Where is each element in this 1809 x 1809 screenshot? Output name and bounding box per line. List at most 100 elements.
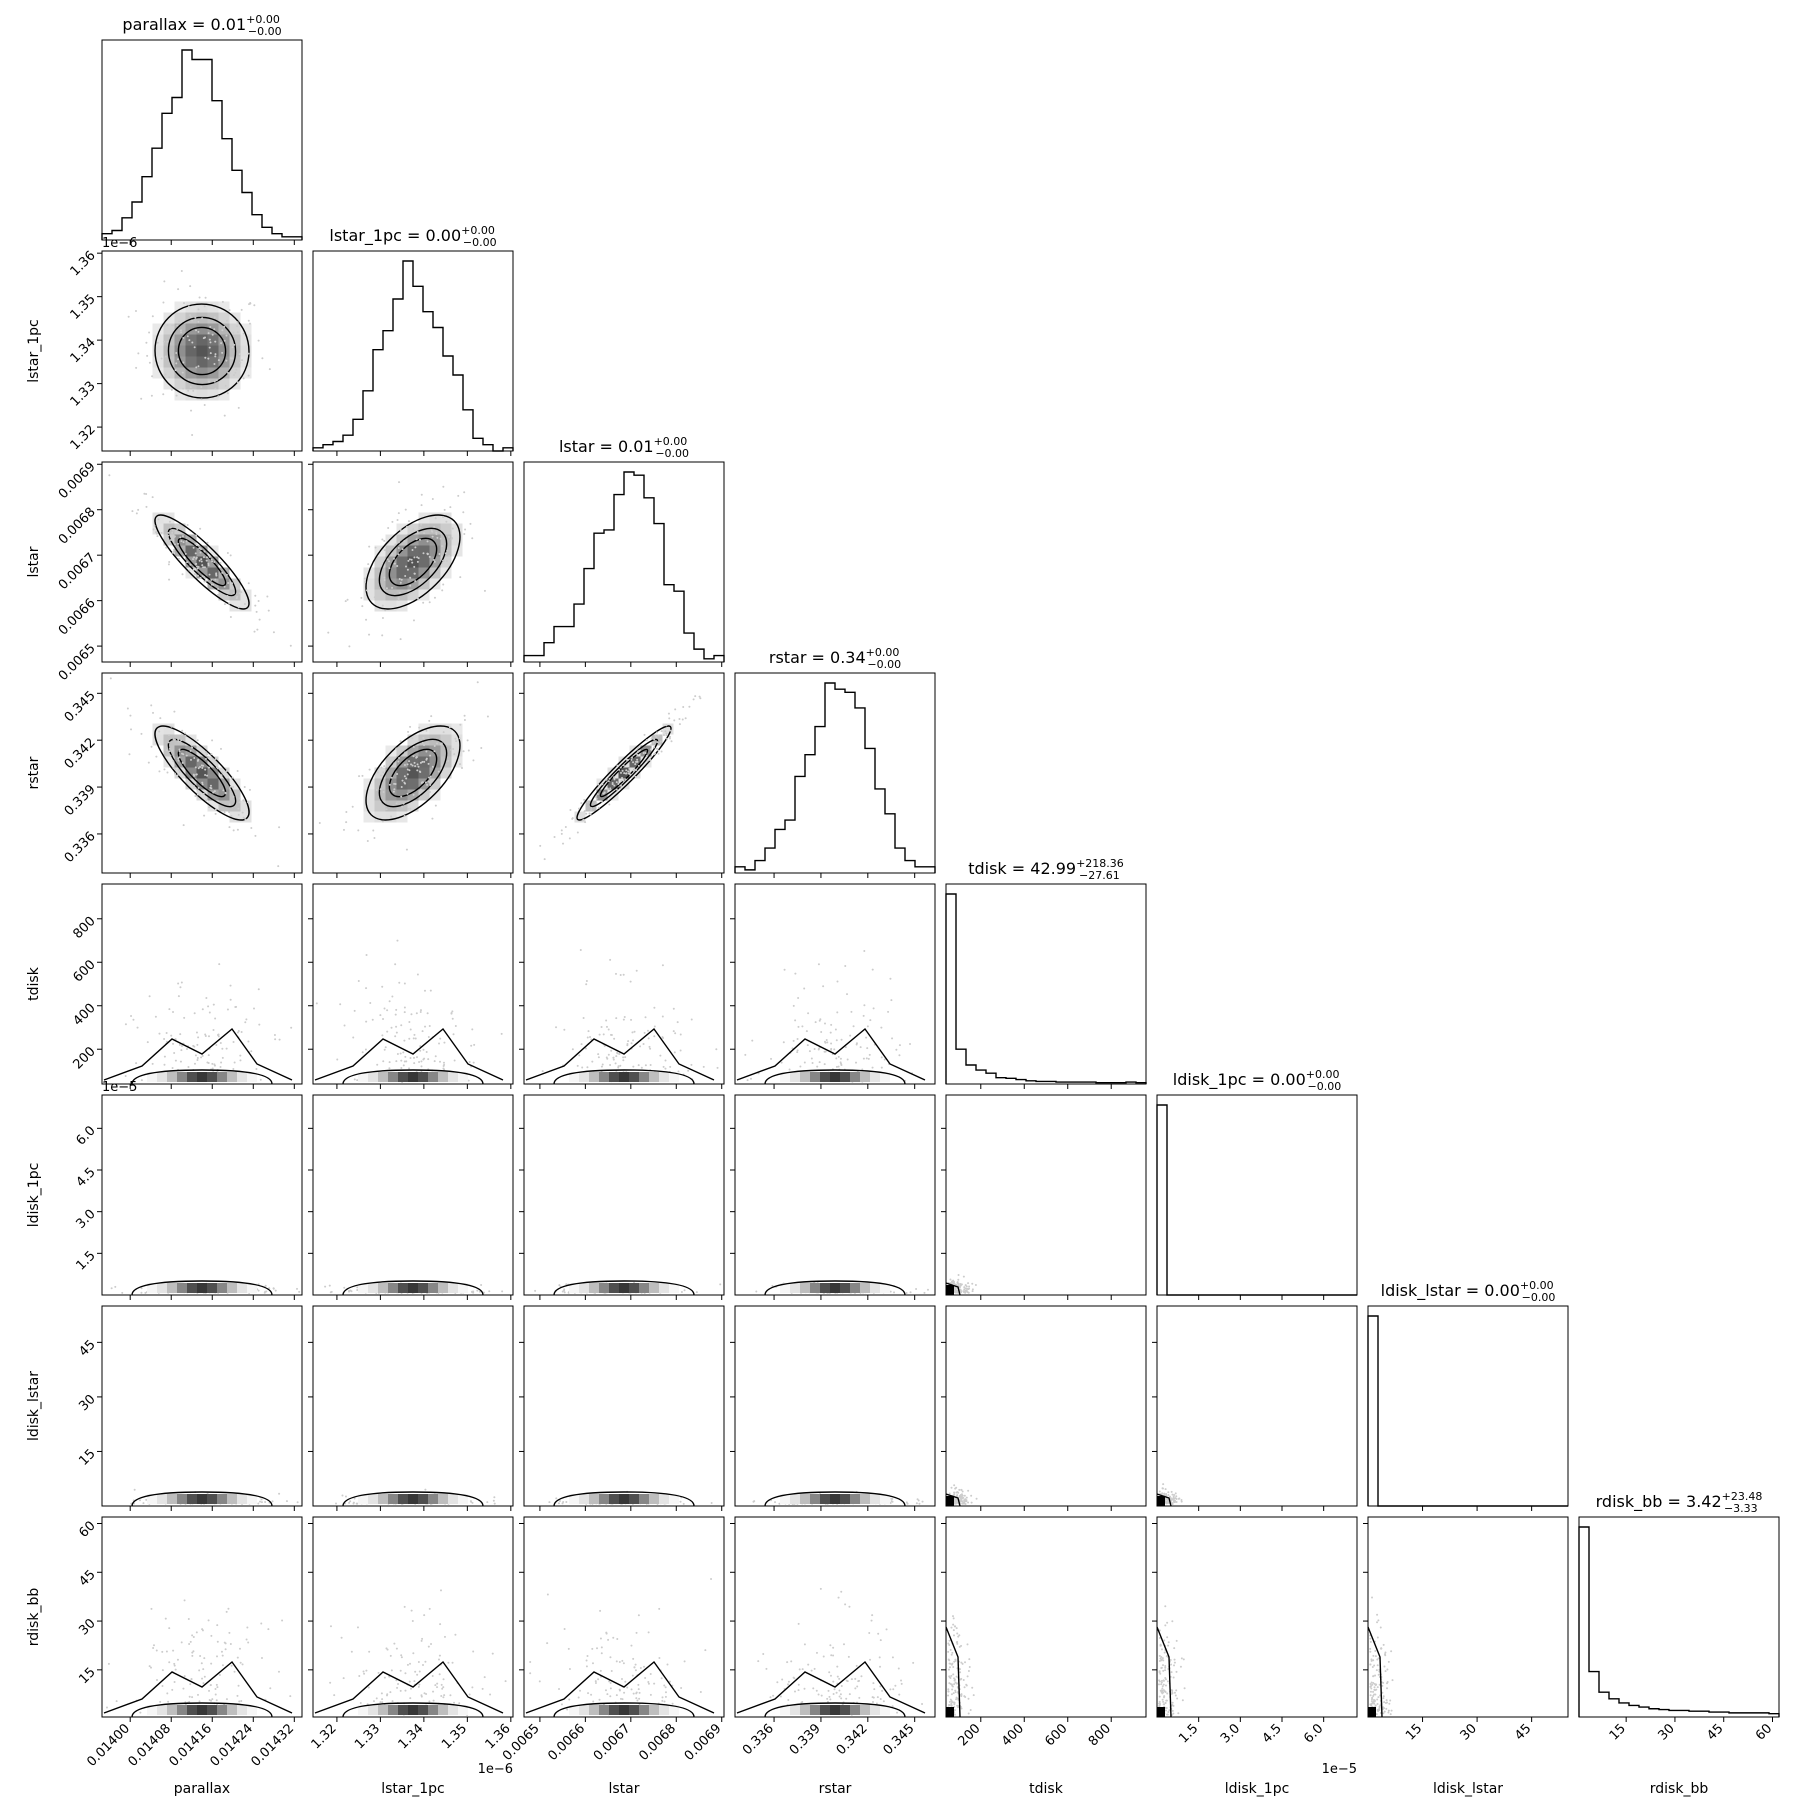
sample-point <box>181 729 184 732</box>
sample-point <box>135 1062 138 1065</box>
density-cell <box>152 323 164 335</box>
sample-point <box>463 532 466 535</box>
sample-point <box>281 1619 284 1622</box>
sample-point <box>229 615 232 618</box>
sample-point <box>373 596 376 599</box>
sample-point <box>195 773 198 776</box>
sample-point <box>272 631 275 634</box>
sample-point <box>607 780 610 783</box>
sample-point <box>647 1037 650 1040</box>
sample-point <box>590 808 593 811</box>
sample-point <box>390 1669 393 1672</box>
panel-frame <box>101 39 303 241</box>
sample-point <box>212 791 215 794</box>
panel-lstar-vs-lstar_1pc <box>308 461 514 667</box>
sample-point <box>828 1671 831 1674</box>
sample-point <box>207 357 210 360</box>
sample-point <box>609 787 612 790</box>
panel-ldisk_1pc-vs-ldisk_1pc: ldisk_1pc = 0.00+0.00 −0.00 <box>1156 1068 1358 1300</box>
sample-point <box>171 749 174 752</box>
density-cell <box>639 1283 649 1293</box>
y-tick-label: 1.35 <box>68 292 99 323</box>
sample-point <box>816 1065 819 1068</box>
density-cell <box>207 389 219 401</box>
sample-point <box>289 1695 292 1698</box>
sample-point <box>204 356 207 359</box>
sample-point <box>417 557 420 560</box>
sample-point <box>223 414 226 417</box>
sample-point <box>229 1642 232 1645</box>
sample-point <box>423 797 426 800</box>
density-cell <box>440 723 452 735</box>
sample-point <box>649 1063 652 1066</box>
sample-point <box>669 729 672 732</box>
sample-point <box>403 540 406 543</box>
x-tick-label: 0.339 <box>787 1721 824 1758</box>
sample-point <box>257 600 260 603</box>
sample-point <box>334 1502 337 1505</box>
sample-point <box>433 596 436 599</box>
density-cell <box>187 1705 197 1715</box>
sample-point <box>953 1625 956 1628</box>
sample-point <box>412 1056 415 1059</box>
sample-point <box>441 1687 444 1690</box>
sample-point <box>840 1685 843 1688</box>
sample-point <box>965 1500 968 1503</box>
sample-point <box>419 788 422 791</box>
sample-point <box>423 532 426 535</box>
sample-point <box>428 1700 431 1703</box>
sample-point <box>376 1063 379 1066</box>
density-cell <box>398 1072 408 1082</box>
sample-point <box>398 981 401 984</box>
sample-point <box>393 788 396 791</box>
sample-point <box>885 1628 888 1631</box>
density-cell <box>429 767 441 779</box>
sample-point <box>954 1502 957 1505</box>
sample-point <box>916 1498 919 1501</box>
sample-point <box>383 539 386 542</box>
sample-point <box>1370 1700 1373 1703</box>
sample-point <box>179 1060 182 1063</box>
sample-point <box>854 1677 857 1680</box>
sample-point <box>253 630 256 633</box>
sample-point <box>177 759 180 762</box>
sample-point <box>219 1066 222 1069</box>
contour-line <box>365 514 461 610</box>
sample-point <box>504 1680 507 1683</box>
sample-point <box>272 1287 275 1290</box>
title-ldisk_lstar: ldisk_lstar = 0.00+0.00 −0.00 <box>1381 1279 1556 1304</box>
density-cell <box>174 323 186 335</box>
sample-point <box>405 777 408 780</box>
sample-point <box>363 577 366 580</box>
sample-point <box>360 596 363 599</box>
density-cell <box>659 1283 669 1293</box>
sample-point <box>189 316 192 319</box>
sample-point <box>898 1693 901 1696</box>
density-cell <box>363 589 375 601</box>
sample-point <box>404 574 407 577</box>
sample-point <box>585 812 588 815</box>
sample-point <box>493 1496 496 1499</box>
sample-point <box>695 1291 698 1294</box>
sample-point <box>155 755 158 758</box>
y-axis-label-ldisk_1pc: ldisk_1pc <box>26 1163 42 1228</box>
sample-point <box>178 740 181 743</box>
sample-point <box>215 1699 218 1702</box>
density-cell <box>388 1705 398 1715</box>
density-cell <box>398 1494 408 1504</box>
sample-point <box>1382 1697 1385 1700</box>
sample-point <box>423 989 426 992</box>
sample-point <box>568 837 571 840</box>
sample-point <box>236 1031 239 1034</box>
sample-point <box>416 1673 419 1676</box>
sample-point <box>167 1700 170 1703</box>
sample-point <box>394 1013 397 1016</box>
sample-point <box>671 1702 674 1705</box>
sample-point <box>406 525 409 528</box>
sample-point <box>356 1626 359 1629</box>
sample-point <box>609 1681 612 1684</box>
y-tick-label: 1.33 <box>68 379 99 410</box>
sample-point <box>413 556 416 559</box>
sample-point <box>1162 1483 1165 1486</box>
